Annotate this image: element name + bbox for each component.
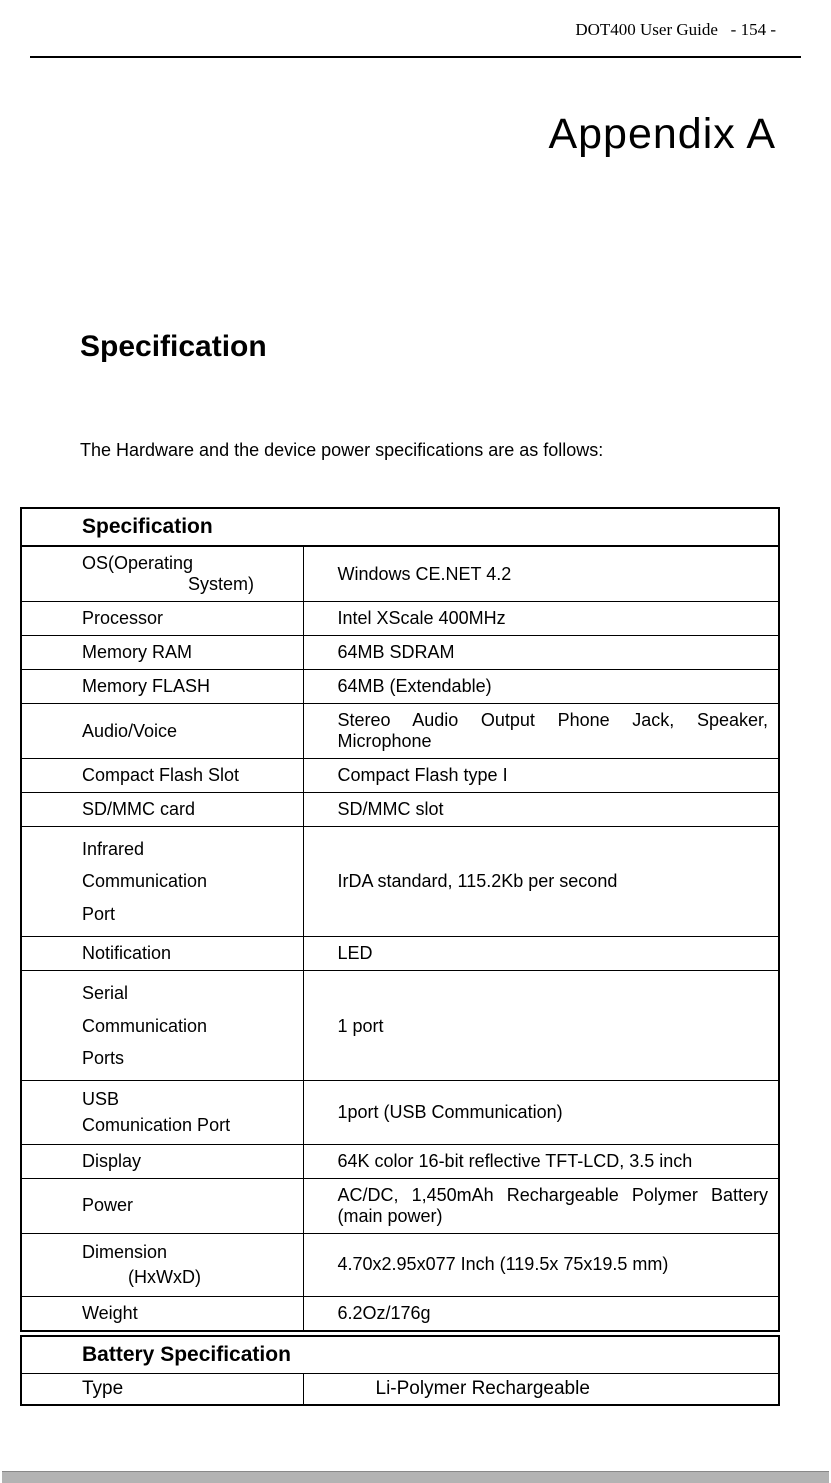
label-text: Serial bbox=[82, 983, 128, 1003]
battery-table-title: Battery Specification bbox=[21, 1336, 779, 1374]
cell-label: Notification bbox=[21, 937, 303, 971]
table-row: Notification LED bbox=[21, 937, 779, 971]
table-row: Audio/Voice Stereo Audio Output Phone Ja… bbox=[21, 704, 779, 759]
cell-value: Stereo Audio Output Phone Jack, Speaker,… bbox=[303, 704, 779, 759]
label-text: OS(Operating bbox=[82, 553, 193, 573]
table-header-row: Specification bbox=[21, 508, 779, 546]
cell-label: Memory RAM bbox=[21, 636, 303, 670]
cell-label: SD/MMC card bbox=[21, 793, 303, 827]
cell-value: 64MB SDRAM bbox=[303, 636, 779, 670]
table-row: Serial Communication Ports 1 port bbox=[21, 971, 779, 1081]
appendix-title: Appendix A bbox=[548, 110, 776, 159]
cell-value: 6.2Oz/176g bbox=[303, 1297, 779, 1332]
specification-table: Specification OS(Operating System) Windo… bbox=[20, 507, 780, 1332]
label-text: Dimension bbox=[82, 1242, 167, 1262]
cell-label: Infrared Communication Port bbox=[21, 827, 303, 937]
table-row: Dimension (HxWxD) 4.70x2.95x077 Inch (11… bbox=[21, 1233, 779, 1296]
footer-bar bbox=[2, 1471, 829, 1483]
guide-title: DOT400 User Guide bbox=[575, 20, 718, 39]
cell-label: USB Comunication Port bbox=[21, 1081, 303, 1144]
cell-label: Power bbox=[21, 1178, 303, 1233]
cell-value: 4.70x2.95x077 Inch (119.5x 75x19.5 mm) bbox=[303, 1233, 779, 1296]
table-row: USB Comunication Port 1port (USB Communi… bbox=[21, 1081, 779, 1144]
cell-value: Li-Polymer Rechargeable bbox=[303, 1374, 779, 1406]
cell-label: Processor bbox=[21, 602, 303, 636]
cell-label: Display bbox=[21, 1144, 303, 1178]
cell-label: Memory FLASH bbox=[21, 670, 303, 704]
cell-label: Type bbox=[21, 1374, 303, 1406]
cell-label: Serial Communication Ports bbox=[21, 971, 303, 1081]
table-row: OS(Operating System) Windows CE.NET 4.2 bbox=[21, 546, 779, 602]
table-row: Weight 6.2Oz/176g bbox=[21, 1297, 779, 1332]
spec-table-title: Specification bbox=[21, 508, 779, 546]
battery-spec-table: Battery Specification Type Li-Polymer Re… bbox=[20, 1335, 780, 1406]
label-text: Ports bbox=[82, 1048, 124, 1068]
table-row: Processor Intel XScale 400MHz bbox=[21, 602, 779, 636]
section-title: Specification bbox=[80, 330, 267, 364]
table-row: Type Li-Polymer Rechargeable bbox=[21, 1374, 779, 1406]
cell-label: Weight bbox=[21, 1297, 303, 1332]
cell-value: AC/DC, 1,450mAh Rechargeable Polymer Bat… bbox=[303, 1178, 779, 1233]
header-divider bbox=[30, 56, 801, 58]
cell-value: SD/MMC slot bbox=[303, 793, 779, 827]
cell-value: 64K color 16-bit reflective TFT-LCD, 3.5… bbox=[303, 1144, 779, 1178]
label-text: (HxWxD) bbox=[82, 1267, 201, 1287]
table-header-row: Battery Specification bbox=[21, 1336, 779, 1374]
cell-value: 1port (USB Communication) bbox=[303, 1081, 779, 1144]
document-page: DOT400 User Guide - 154 - Appendix A Spe… bbox=[0, 0, 831, 1483]
cell-value: 64MB (Extendable) bbox=[303, 670, 779, 704]
page-header: DOT400 User Guide - 154 - bbox=[575, 20, 776, 40]
cell-label: Compact Flash Slot bbox=[21, 759, 303, 793]
table-row: Power AC/DC, 1,450mAh Rechargeable Polym… bbox=[21, 1178, 779, 1233]
intro-paragraph: The Hardware and the device power specif… bbox=[80, 440, 603, 461]
label-text: Infrared bbox=[82, 839, 144, 859]
cell-label: Audio/Voice bbox=[21, 704, 303, 759]
table-row: SD/MMC card SD/MMC slot bbox=[21, 793, 779, 827]
label-text: USB bbox=[82, 1089, 119, 1109]
table-row: Infrared Communication Port IrDA standar… bbox=[21, 827, 779, 937]
label-text: Communication bbox=[82, 871, 207, 891]
cell-label: OS(Operating System) bbox=[21, 546, 303, 602]
table-row: Display 64K color 16-bit reflective TFT-… bbox=[21, 1144, 779, 1178]
cell-value: IrDA standard, 115.2Kb per second bbox=[303, 827, 779, 937]
page-number: - 154 - bbox=[731, 20, 776, 39]
cell-value: Intel XScale 400MHz bbox=[303, 602, 779, 636]
label-text: Comunication Port bbox=[82, 1115, 230, 1135]
label-text: System) bbox=[82, 574, 293, 595]
cell-value: 1 port bbox=[303, 971, 779, 1081]
cell-value: Windows CE.NET 4.2 bbox=[303, 546, 779, 602]
table-row: Memory RAM 64MB SDRAM bbox=[21, 636, 779, 670]
label-text: Port bbox=[82, 904, 115, 924]
label-text: Communication bbox=[82, 1016, 207, 1036]
cell-value: LED bbox=[303, 937, 779, 971]
table-row: Memory FLASH 64MB (Extendable) bbox=[21, 670, 779, 704]
cell-value: Compact Flash type I bbox=[303, 759, 779, 793]
table-row: Compact Flash Slot Compact Flash type I bbox=[21, 759, 779, 793]
cell-label: Dimension (HxWxD) bbox=[21, 1233, 303, 1296]
